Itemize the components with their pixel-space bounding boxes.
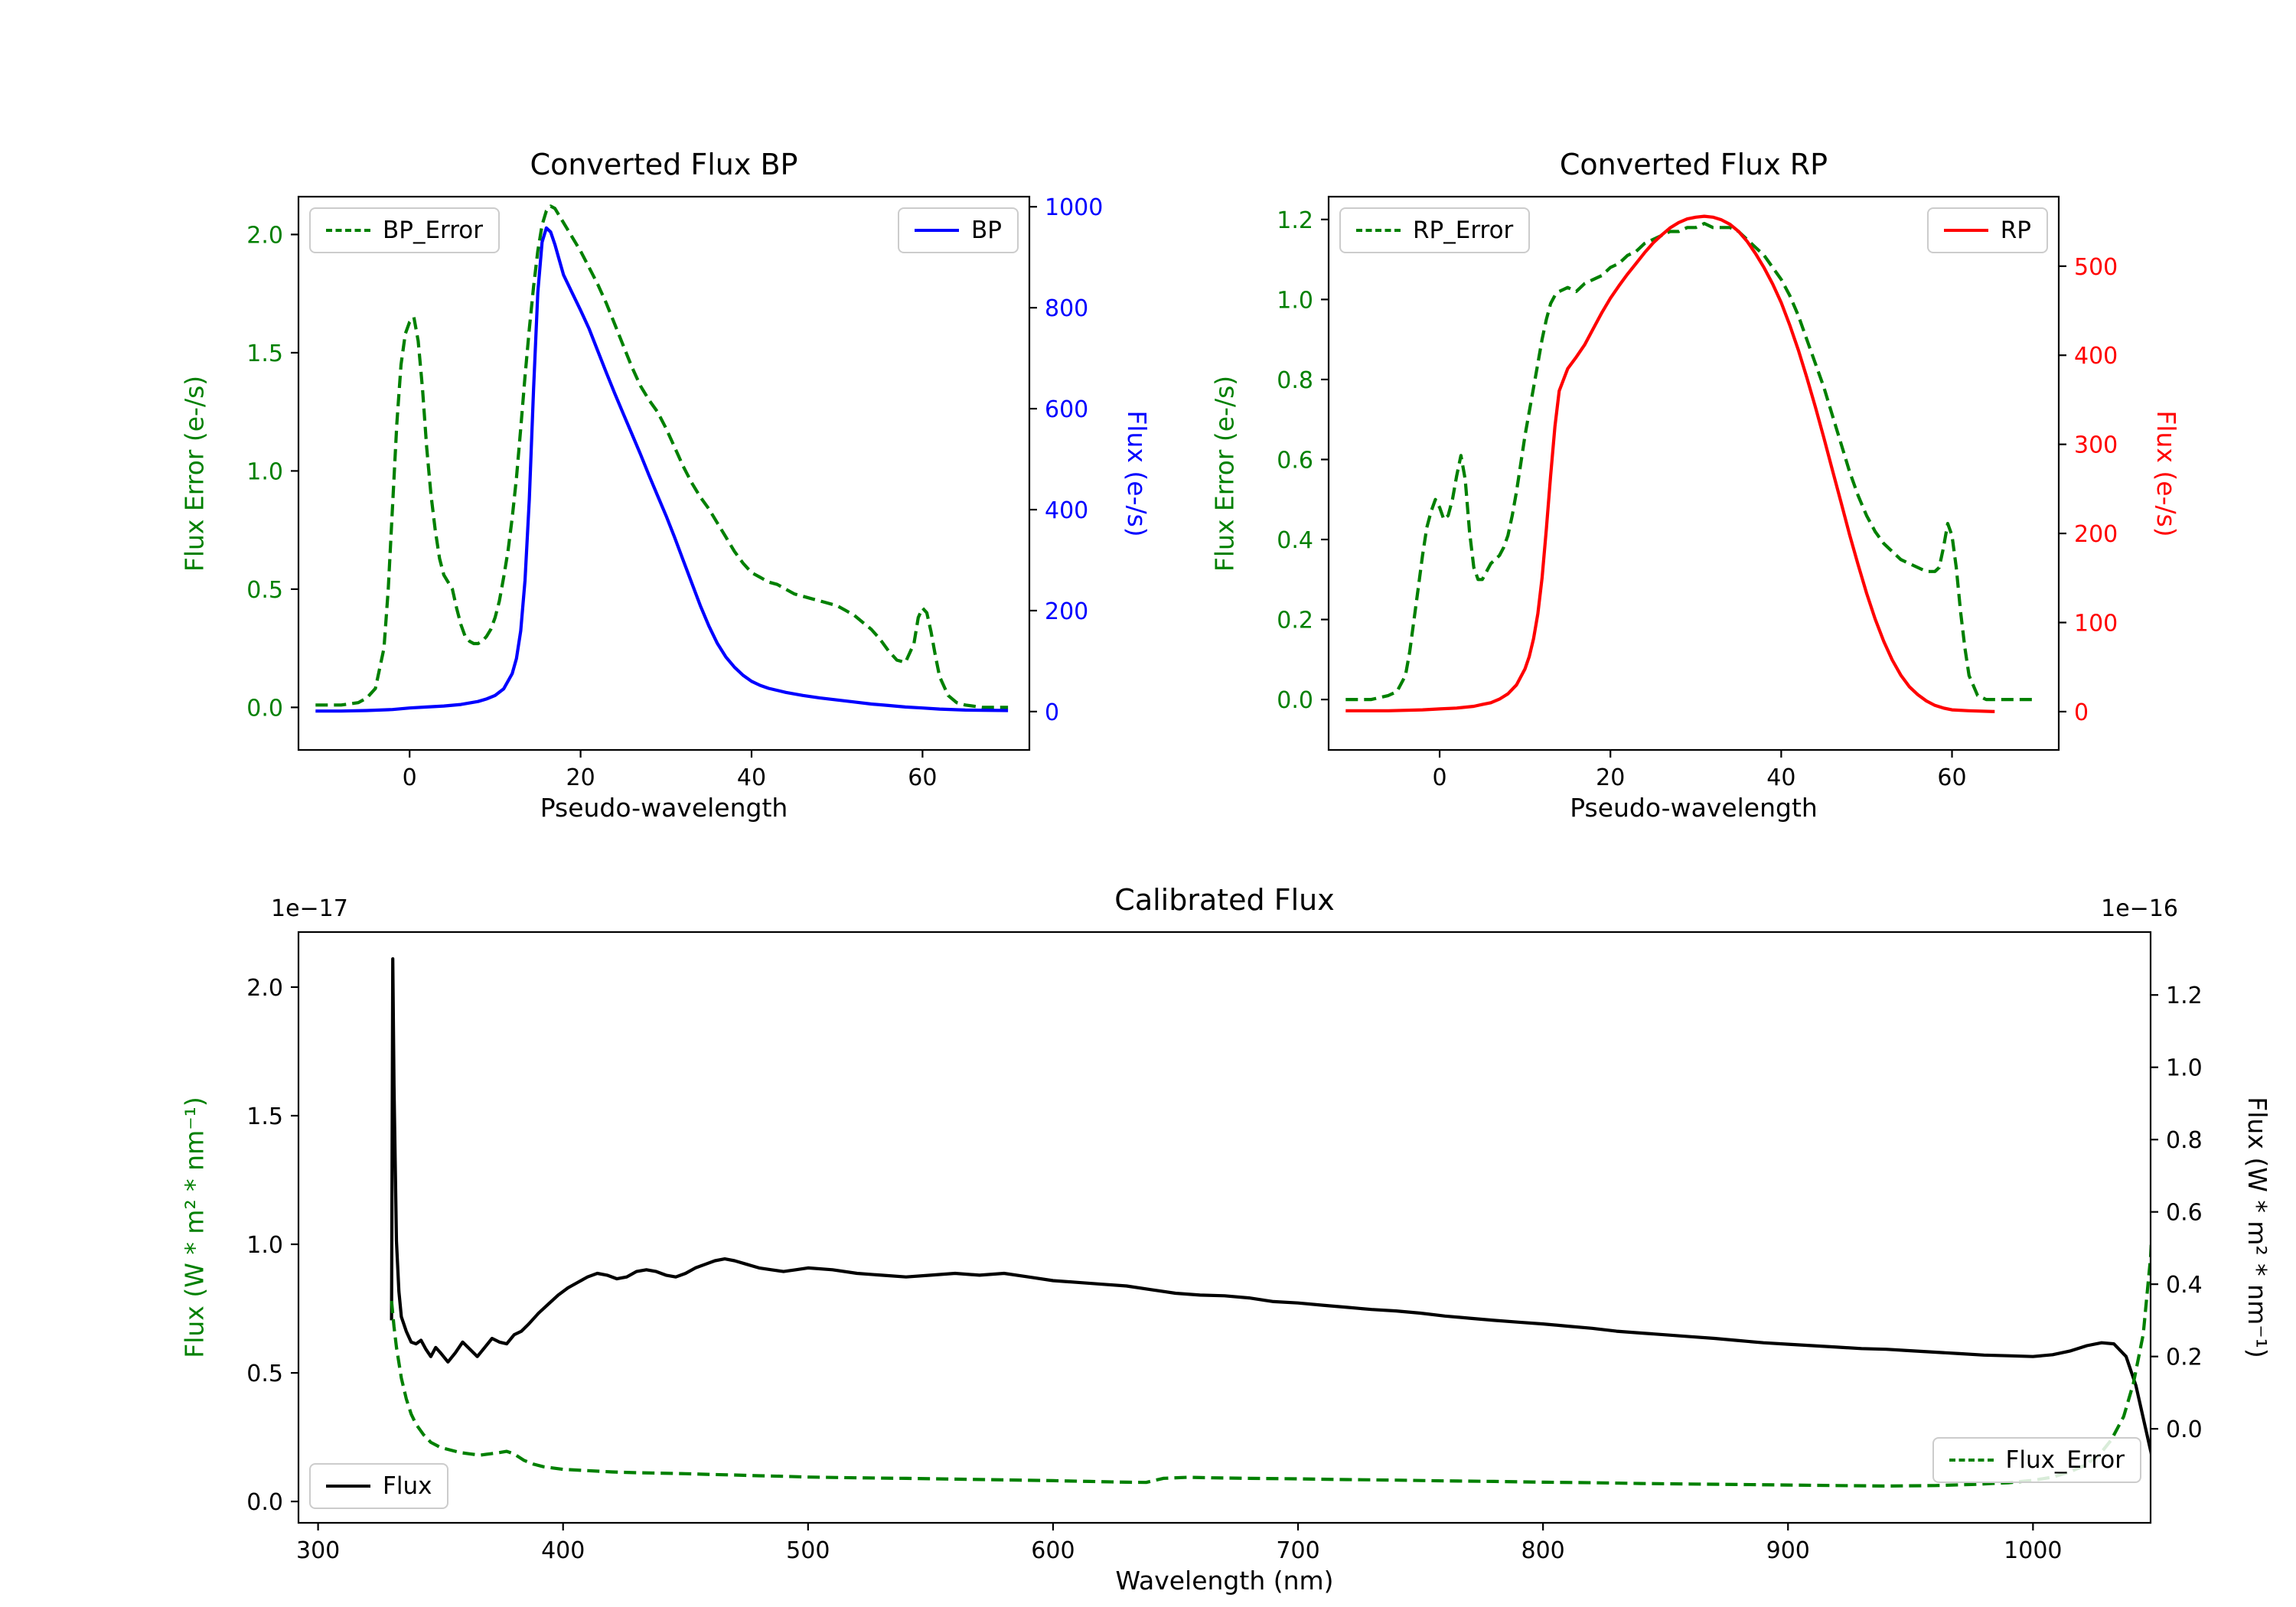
plot-area-rp: 0 20 40 60 0.0 0.2 0.4 0.6 0.8 1.0 1.2 0 100 200 300 40… bbox=[1277, 195, 2118, 791]
right-axis-offset-text: 1e−16 bbox=[2101, 895, 2178, 922]
svg-text:500: 500 bbox=[786, 1537, 830, 1564]
left-axis-offset-text: 1e−17 bbox=[271, 895, 348, 922]
legend-bp: BP bbox=[898, 207, 1019, 253]
chart-title-rp: Converted Flux RP bbox=[1559, 148, 1828, 181]
legend-line-sample-dashed-icon bbox=[1949, 1459, 1994, 1462]
chart-title-calibrated: Calibrated Flux bbox=[1114, 883, 1335, 917]
svg-text:0.8: 0.8 bbox=[1277, 367, 1313, 394]
svg-text:600: 600 bbox=[1045, 396, 1088, 423]
svg-text:2.0: 2.0 bbox=[246, 222, 283, 249]
svg-text:500: 500 bbox=[2074, 254, 2118, 281]
svg-text:400: 400 bbox=[1045, 497, 1088, 524]
svg-text:1000: 1000 bbox=[1045, 194, 1103, 221]
legend-label: Flux bbox=[383, 1472, 432, 1500]
legend-line-sample-solid-icon bbox=[1943, 229, 1988, 232]
y-axis-label-right-calibrated: Flux (W * m² * nm⁻¹) bbox=[2242, 1097, 2273, 1358]
svg-text:1.2: 1.2 bbox=[1277, 207, 1313, 234]
y-axis-label-left-rp: Flux Error (e-/s) bbox=[1209, 375, 1240, 572]
legend-flux-error: Flux_Error bbox=[1932, 1437, 2141, 1483]
svg-text:200: 200 bbox=[1045, 598, 1088, 625]
svg-text:0.0: 0.0 bbox=[246, 1489, 283, 1516]
svg-text:40: 40 bbox=[1766, 764, 1795, 791]
svg-text:800: 800 bbox=[1045, 295, 1088, 322]
svg-text:600: 600 bbox=[1031, 1537, 1075, 1564]
plot-area-bp: 0 20 40 60 0.0 0.5 1.0 1.5 2.0 0 200 400 600 800 1000 bbox=[246, 194, 1103, 791]
legend-label: Flux_Error bbox=[2005, 1446, 2125, 1474]
legend-label: BP_Error bbox=[383, 217, 484, 244]
svg-text:1.0: 1.0 bbox=[246, 458, 283, 485]
svg-text:1.0: 1.0 bbox=[1277, 287, 1313, 314]
svg-text:1.0: 1.0 bbox=[2166, 1055, 2203, 1082]
legend-label: RP_Error bbox=[1413, 217, 1514, 244]
svg-text:300: 300 bbox=[296, 1537, 340, 1564]
svg-text:0.2: 0.2 bbox=[2166, 1345, 2203, 1371]
svg-text:40: 40 bbox=[737, 764, 766, 791]
svg-text:0.6: 0.6 bbox=[2166, 1200, 2203, 1227]
svg-text:60: 60 bbox=[908, 764, 937, 791]
svg-text:0.0: 0.0 bbox=[1277, 687, 1313, 714]
svg-text:0.0: 0.0 bbox=[2166, 1416, 2203, 1443]
legend-line-sample-dashed-icon bbox=[1356, 229, 1401, 232]
svg-text:20: 20 bbox=[566, 764, 595, 791]
x-axis-label-wavelength: Wavelength (nm) bbox=[1115, 1566, 1334, 1596]
y-axis-label-right-bp: Flux (e-/s) bbox=[1121, 409, 1152, 537]
legend-label: RP bbox=[2000, 217, 2031, 244]
svg-text:400: 400 bbox=[541, 1537, 585, 1564]
svg-text:200: 200 bbox=[2074, 521, 2118, 548]
svg-text:300: 300 bbox=[2074, 432, 2118, 459]
plot-area-calibrated: 300 400 500 600 700 800 900 1000 0.0 0.5 1.0 1.5 2.0… bbox=[246, 931, 2203, 1564]
svg-text:0: 0 bbox=[1433, 764, 1447, 791]
svg-text:400: 400 bbox=[2074, 343, 2118, 370]
svg-text:0.5: 0.5 bbox=[246, 577, 283, 604]
x-axis-label-bp: Pseudo-wavelength bbox=[540, 793, 788, 823]
svg-text:2.0: 2.0 bbox=[246, 975, 283, 1002]
legend-rp: RP bbox=[1926, 207, 2048, 253]
svg-text:900: 900 bbox=[1766, 1537, 1810, 1564]
legend-flux: Flux bbox=[309, 1463, 449, 1509]
legend-line-sample-solid-icon bbox=[326, 1485, 370, 1488]
legend-bp-error: BP_Error bbox=[309, 207, 501, 253]
legend-line-sample-solid-icon bbox=[915, 229, 960, 232]
svg-text:0.0: 0.0 bbox=[246, 695, 283, 722]
chart-converted-flux-bp: Converted Flux BP Flux Error (e-/s) Flux… bbox=[180, 148, 1152, 823]
y-axis-label-left-bp: Flux Error (e-/s) bbox=[179, 375, 210, 572]
svg-text:700: 700 bbox=[1276, 1537, 1319, 1564]
svg-text:60: 60 bbox=[1937, 764, 1966, 791]
svg-text:1.0: 1.0 bbox=[246, 1232, 283, 1259]
legend-line-sample-dashed-icon bbox=[326, 229, 370, 232]
svg-text:100: 100 bbox=[2074, 611, 2118, 637]
chart-converted-flux-rp: Converted Flux RP Flux Error (e-/s) Flux… bbox=[1210, 148, 2181, 823]
legend-label: BP bbox=[971, 217, 1002, 244]
svg-text:0.4: 0.4 bbox=[2166, 1272, 2203, 1299]
svg-text:0.6: 0.6 bbox=[1277, 447, 1313, 474]
svg-text:0: 0 bbox=[403, 764, 417, 791]
svg-text:0.5: 0.5 bbox=[246, 1361, 283, 1387]
svg-text:1.5: 1.5 bbox=[246, 341, 283, 367]
svg-text:0.8: 0.8 bbox=[2166, 1127, 2203, 1154]
svg-text:0: 0 bbox=[1045, 699, 1059, 726]
chart-calibrated-flux: Calibrated Flux 1e−17 1e−16 Flux (W * m²… bbox=[180, 883, 2273, 1596]
y-axis-label-left-calibrated: Flux (W * m² * nm⁻¹) bbox=[179, 1097, 210, 1358]
y-axis-label-right-rp: Flux (e-/s) bbox=[2151, 409, 2181, 537]
svg-text:800: 800 bbox=[1521, 1537, 1565, 1564]
svg-text:0.2: 0.2 bbox=[1277, 608, 1313, 634]
legend-rp-error: RP_Error bbox=[1339, 207, 1531, 253]
svg-text:1.2: 1.2 bbox=[2166, 983, 2203, 1009]
chart-title-bp: Converted Flux BP bbox=[530, 148, 798, 181]
svg-text:1000: 1000 bbox=[2004, 1537, 2062, 1564]
svg-text:1.5: 1.5 bbox=[246, 1103, 283, 1130]
svg-text:20: 20 bbox=[1596, 764, 1625, 791]
svg-text:0.4: 0.4 bbox=[1277, 527, 1313, 554]
x-axis-label-rp: Pseudo-wavelength bbox=[1570, 793, 1818, 823]
svg-text:0: 0 bbox=[2074, 699, 2089, 726]
